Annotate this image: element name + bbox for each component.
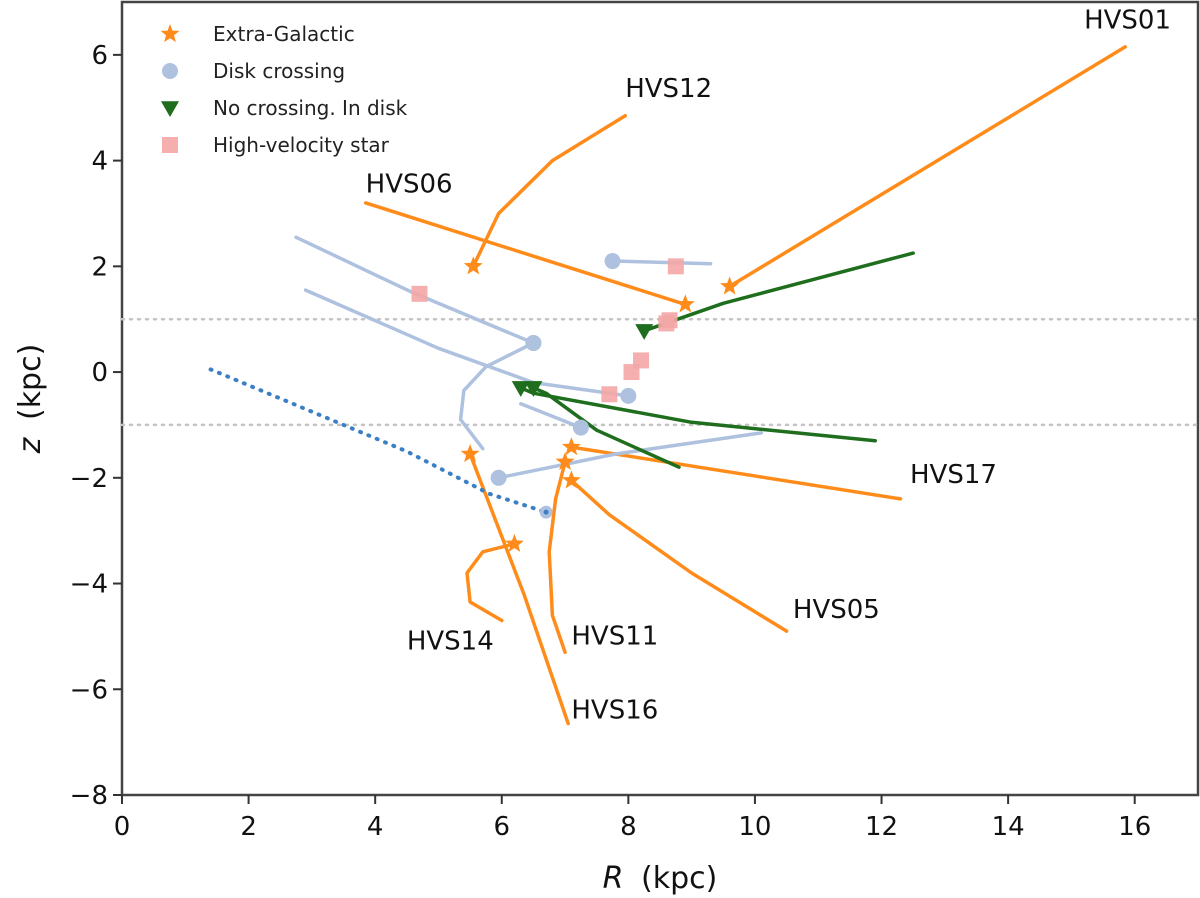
extragalactic-marker — [460, 444, 480, 463]
x-axis-label: R (kpc) — [603, 861, 718, 896]
y-axis: −8 −6 −4 −2 0 2 4 6 — [70, 41, 122, 811]
nocross-marker — [511, 381, 530, 397]
x-tick-label: 14 — [992, 812, 1025, 842]
star-label: HVS12 — [625, 74, 712, 104]
extragalactic-trajectory — [727, 45, 1127, 289]
high-velocity-star-marker — [667, 258, 684, 275]
high-velocity-star-marker — [411, 285, 428, 302]
star-label: HVS17 — [910, 460, 997, 490]
legend-label: No crossing. In disk — [213, 96, 408, 120]
x-tick-label: 8 — [620, 812, 637, 842]
x-tick-label: 6 — [493, 812, 510, 842]
extragalactic-marker — [675, 294, 695, 313]
y-tick-label: −4 — [70, 570, 108, 600]
high-velocity-star-marker — [658, 315, 675, 332]
annotation-group: HVS01 HVS12 HVS06 HVS17 HVS05 HVS14 HVS11 HVS16 — [366, 5, 1171, 725]
nocross-trajectory — [531, 386, 681, 469]
x-axis-label-unit: (kpc) — [641, 861, 717, 896]
high-velocity-star-marker — [623, 364, 640, 381]
legend: Extra-Galactic Disk crossing No crossing. … — [160, 22, 408, 157]
disk-marker — [525, 334, 542, 351]
y-axis-label: z (kpc) — [13, 344, 48, 455]
extragalactic-trajectory — [569, 445, 903, 501]
extragalactic-marker — [463, 256, 483, 275]
extragalactic-legend-marker — [160, 24, 180, 43]
y-tick-label: 4 — [91, 147, 108, 177]
disk-trajectory — [496, 431, 764, 480]
extragalactic-trajectory — [547, 460, 567, 655]
nocross-marker — [635, 324, 654, 340]
star-label: HVS06 — [366, 169, 453, 199]
legend-label: Extra-Galactic — [213, 22, 355, 46]
plot-area — [120, 0, 1200, 797]
extragalactic-trajectory — [468, 452, 570, 726]
nocross-legend-marker — [161, 101, 179, 117]
extragalactic-marker — [555, 451, 575, 470]
disk-trajectory — [610, 259, 713, 266]
x-axis: 0 2 4 6 8 10 12 14 16 — [114, 795, 1151, 842]
extragalactic-marker — [720, 276, 740, 295]
disk-marker — [604, 253, 621, 270]
y-tick-label: −6 — [70, 675, 108, 705]
star-label: HVS01 — [1084, 5, 1171, 35]
nocross-trajectory — [519, 386, 877, 443]
star-label: HVS11 — [571, 621, 658, 651]
y-axis-label-unit: (kpc) — [13, 344, 48, 420]
y-tick-label: −8 — [70, 781, 108, 811]
hvs-legend-marker — [162, 137, 178, 153]
legend-label: High-velocity star — [213, 133, 390, 157]
dotted-endpoint-dot — [543, 509, 549, 515]
x-tick-label: 16 — [1118, 812, 1151, 842]
y-axis-label-var: z — [13, 436, 48, 454]
disk-legend-marker — [162, 63, 178, 79]
extragalactic-marker — [504, 533, 524, 552]
high-velocity-star-marker — [601, 386, 618, 403]
x-tick-label: 0 — [114, 812, 131, 842]
legend-label: Disk crossing — [213, 59, 345, 83]
x-tick-label: 2 — [240, 812, 257, 842]
disk-marker — [490, 469, 507, 486]
star-label: HVS16 — [571, 695, 658, 725]
extragalactic-trajectory — [465, 542, 517, 623]
y-tick-label: 6 — [91, 41, 108, 71]
star-label: HVS14 — [407, 627, 494, 657]
series-group — [208, 45, 1127, 726]
marker-group — [411, 253, 740, 552]
nocross-marker — [524, 381, 543, 397]
y-tick-label: 2 — [91, 252, 108, 282]
disk-marker — [620, 387, 637, 404]
star-label: HVS05 — [793, 595, 880, 625]
extragalactic-marker — [561, 437, 581, 456]
extragalactic-trajectory — [569, 478, 789, 633]
disk-trajectory — [458, 341, 536, 451]
extragalactic-trajectory — [471, 113, 627, 269]
x-tick-label: 12 — [865, 812, 898, 842]
x-tick-label: 10 — [738, 812, 771, 842]
dotted_blue-trajectory — [208, 367, 549, 515]
disk-marker — [572, 419, 589, 436]
x-axis-label-var: R — [603, 861, 624, 896]
extragalactic-marker — [561, 470, 581, 489]
x-tick-label: 4 — [367, 812, 384, 842]
y-tick-label: −2 — [70, 464, 108, 494]
extragalactic-trajectory — [363, 201, 688, 307]
disk-trajectory — [519, 402, 583, 430]
y-tick-label: 0 — [91, 358, 108, 388]
